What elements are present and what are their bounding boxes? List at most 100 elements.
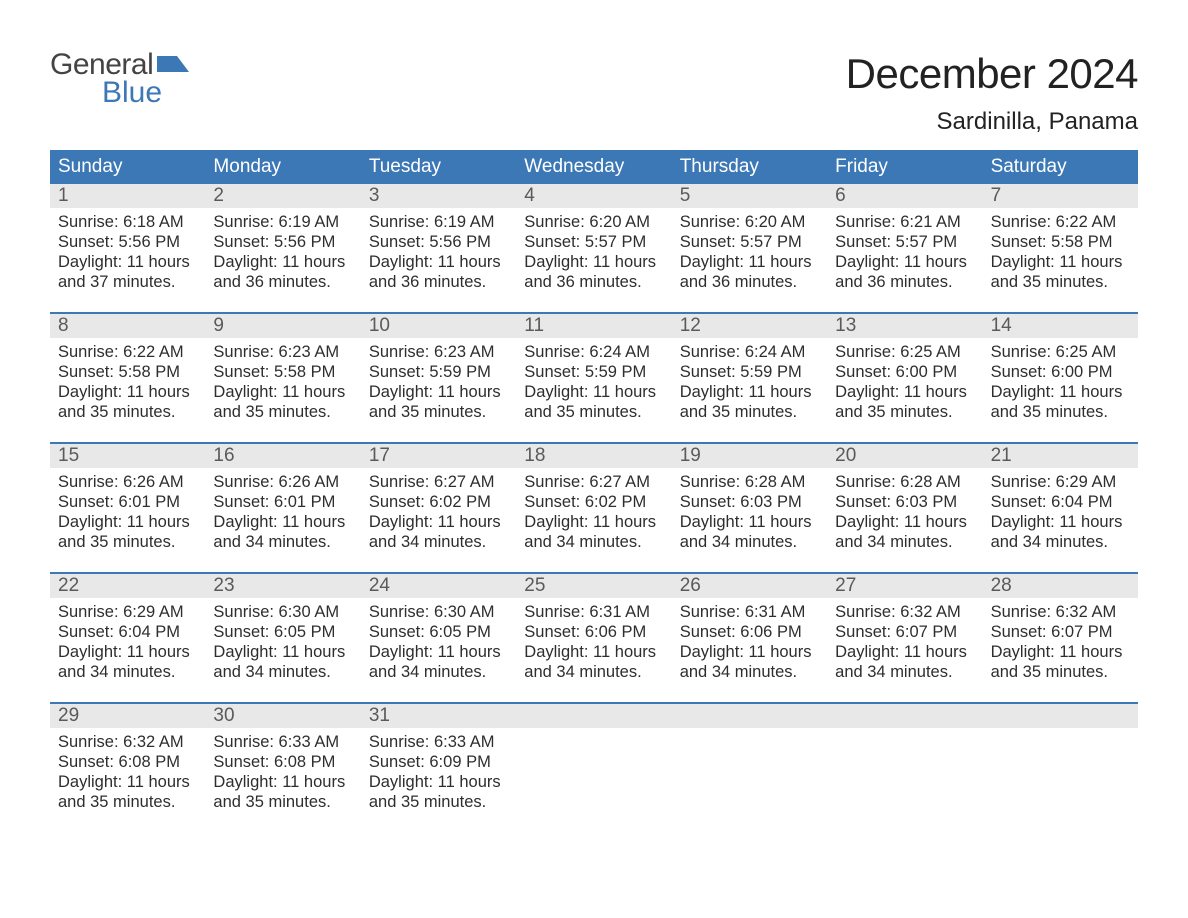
- day-number: 6: [827, 184, 982, 208]
- sunset-line: Sunset: 5:59 PM: [524, 362, 663, 382]
- daylight-line2: and 34 minutes.: [835, 662, 974, 682]
- weekday-header: Thursday: [672, 150, 827, 184]
- calendar-week: 891011121314Sunrise: 6:22 AMSunset: 5:58…: [50, 312, 1138, 442]
- daylight-line2: and 34 minutes.: [369, 662, 508, 682]
- daylight-line1: Daylight: 11 hours: [58, 772, 197, 792]
- daylight-line1: Daylight: 11 hours: [680, 382, 819, 402]
- sunset-line: Sunset: 6:08 PM: [213, 752, 352, 772]
- day-number: 20: [827, 444, 982, 468]
- sunrise-line: Sunrise: 6:31 AM: [680, 602, 819, 622]
- day-details: Sunrise: 6:33 AMSunset: 6:08 PMDaylight:…: [205, 728, 360, 820]
- sunset-line: Sunset: 5:56 PM: [213, 232, 352, 252]
- daylight-line1: Daylight: 11 hours: [680, 642, 819, 662]
- sunset-line: Sunset: 6:01 PM: [58, 492, 197, 512]
- day-details: Sunrise: 6:27 AMSunset: 6:02 PMDaylight:…: [361, 468, 516, 560]
- day-number: 2: [205, 184, 360, 208]
- day-number: 4: [516, 184, 671, 208]
- weekday-header: Monday: [205, 150, 360, 184]
- sunrise-line: Sunrise: 6:30 AM: [213, 602, 352, 622]
- sunset-line: Sunset: 6:01 PM: [213, 492, 352, 512]
- day-number-row: 891011121314: [50, 312, 1138, 338]
- title-block: December 2024 Sardinilla, Panama: [846, 50, 1138, 136]
- sunrise-line: Sunrise: 6:22 AM: [58, 342, 197, 362]
- day-number: 27: [827, 574, 982, 598]
- sunset-line: Sunset: 5:57 PM: [680, 232, 819, 252]
- daylight-line2: and 35 minutes.: [991, 402, 1130, 422]
- daylight-line2: and 34 minutes.: [369, 532, 508, 552]
- sunrise-line: Sunrise: 6:32 AM: [835, 602, 974, 622]
- sunrise-line: Sunrise: 6:29 AM: [991, 472, 1130, 492]
- daylight-line1: Daylight: 11 hours: [213, 772, 352, 792]
- sunrise-line: Sunrise: 6:26 AM: [213, 472, 352, 492]
- sunrise-line: Sunrise: 6:24 AM: [524, 342, 663, 362]
- daylight-line2: and 34 minutes.: [213, 662, 352, 682]
- sunset-line: Sunset: 5:57 PM: [835, 232, 974, 252]
- sunrise-line: Sunrise: 6:23 AM: [369, 342, 508, 362]
- sunrise-line: Sunrise: 6:19 AM: [369, 212, 508, 232]
- weekday-header: Tuesday: [361, 150, 516, 184]
- day-details: Sunrise: 6:31 AMSunset: 6:06 PMDaylight:…: [516, 598, 671, 690]
- day-details: Sunrise: 6:27 AMSunset: 6:02 PMDaylight:…: [516, 468, 671, 560]
- day-number: 24: [361, 574, 516, 598]
- daylight-line2: and 35 minutes.: [524, 402, 663, 422]
- day-number: 10: [361, 314, 516, 338]
- weekday-header: Sunday: [50, 150, 205, 184]
- daylight-line2: and 36 minutes.: [835, 272, 974, 292]
- day-details: Sunrise: 6:23 AMSunset: 5:58 PMDaylight:…: [205, 338, 360, 430]
- daylight-line1: Daylight: 11 hours: [680, 252, 819, 272]
- daylight-line2: and 34 minutes.: [524, 532, 663, 552]
- sunrise-line: Sunrise: 6:30 AM: [369, 602, 508, 622]
- sunset-line: Sunset: 5:59 PM: [680, 362, 819, 382]
- day-number: 14: [983, 314, 1138, 338]
- calendar-week: 15161718192021Sunrise: 6:26 AMSunset: 6:…: [50, 442, 1138, 572]
- day-details: Sunrise: 6:31 AMSunset: 6:06 PMDaylight:…: [672, 598, 827, 690]
- day-details: Sunrise: 6:33 AMSunset: 6:09 PMDaylight:…: [361, 728, 516, 820]
- day-number: 12: [672, 314, 827, 338]
- day-details: Sunrise: 6:19 AMSunset: 5:56 PMDaylight:…: [205, 208, 360, 300]
- sunset-line: Sunset: 6:09 PM: [369, 752, 508, 772]
- daylight-line1: Daylight: 11 hours: [58, 252, 197, 272]
- day-number: 11: [516, 314, 671, 338]
- day-details: Sunrise: 6:25 AMSunset: 6:00 PMDaylight:…: [983, 338, 1138, 430]
- day-number: 3: [361, 184, 516, 208]
- day-details: Sunrise: 6:20 AMSunset: 5:57 PMDaylight:…: [672, 208, 827, 300]
- weekday-header: Friday: [827, 150, 982, 184]
- day-details: Sunrise: 6:32 AMSunset: 6:07 PMDaylight:…: [827, 598, 982, 690]
- sunrise-line: Sunrise: 6:20 AM: [524, 212, 663, 232]
- sunset-line: Sunset: 5:56 PM: [369, 232, 508, 252]
- daylight-line1: Daylight: 11 hours: [991, 642, 1130, 662]
- brand-line2: Blue: [102, 78, 189, 108]
- daylight-line1: Daylight: 11 hours: [213, 512, 352, 532]
- daylight-line1: Daylight: 11 hours: [524, 642, 663, 662]
- day-details: [516, 728, 671, 820]
- daylight-line1: Daylight: 11 hours: [680, 512, 819, 532]
- sunset-line: Sunset: 6:00 PM: [835, 362, 974, 382]
- daylight-line2: and 35 minutes.: [58, 532, 197, 552]
- calendar-weeks: 1234567Sunrise: 6:18 AMSunset: 5:56 PMDa…: [50, 184, 1138, 832]
- day-details: Sunrise: 6:22 AMSunset: 5:58 PMDaylight:…: [983, 208, 1138, 300]
- day-details: Sunrise: 6:25 AMSunset: 6:00 PMDaylight:…: [827, 338, 982, 430]
- sunset-line: Sunset: 5:58 PM: [213, 362, 352, 382]
- daylight-line2: and 34 minutes.: [835, 532, 974, 552]
- day-body-row: Sunrise: 6:32 AMSunset: 6:08 PMDaylight:…: [50, 728, 1138, 832]
- day-number: 29: [50, 704, 205, 728]
- daylight-line2: and 35 minutes.: [58, 792, 197, 812]
- sunrise-line: Sunrise: 6:23 AM: [213, 342, 352, 362]
- day-details: Sunrise: 6:28 AMSunset: 6:03 PMDaylight:…: [827, 468, 982, 560]
- day-number-row: 15161718192021: [50, 442, 1138, 468]
- sunset-line: Sunset: 5:58 PM: [58, 362, 197, 382]
- day-number: [983, 704, 1138, 728]
- day-number: [516, 704, 671, 728]
- day-number: 16: [205, 444, 360, 468]
- daylight-line1: Daylight: 11 hours: [835, 512, 974, 532]
- daylight-line1: Daylight: 11 hours: [213, 252, 352, 272]
- daylight-line2: and 34 minutes.: [524, 662, 663, 682]
- daylight-line2: and 36 minutes.: [213, 272, 352, 292]
- sunset-line: Sunset: 6:08 PM: [58, 752, 197, 772]
- day-details: Sunrise: 6:19 AMSunset: 5:56 PMDaylight:…: [361, 208, 516, 300]
- day-number-row: 293031: [50, 702, 1138, 728]
- day-details: Sunrise: 6:18 AMSunset: 5:56 PMDaylight:…: [50, 208, 205, 300]
- day-number: 25: [516, 574, 671, 598]
- daylight-line2: and 35 minutes.: [991, 272, 1130, 292]
- sunset-line: Sunset: 6:07 PM: [835, 622, 974, 642]
